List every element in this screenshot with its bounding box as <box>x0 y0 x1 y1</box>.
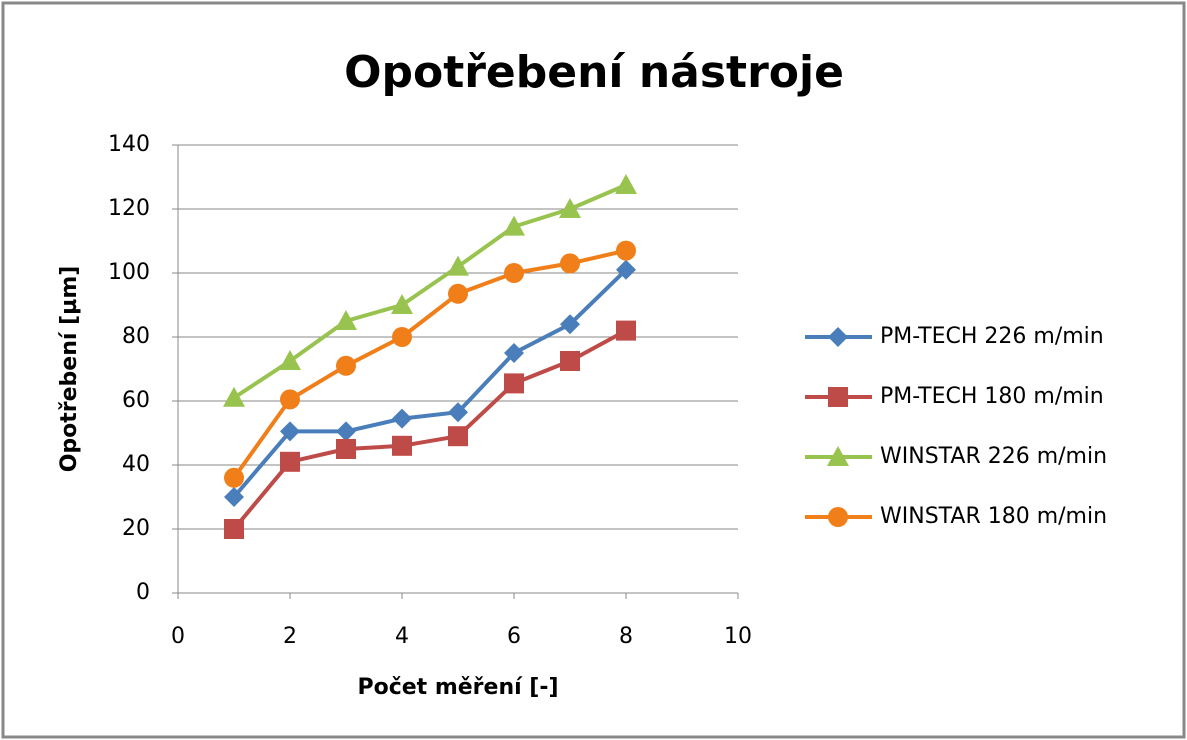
marker <box>335 310 357 330</box>
marker <box>280 451 300 472</box>
chart-title: Opotřebení nástroje <box>344 47 844 98</box>
y-tick-label: 0 <box>136 580 150 605</box>
y-tick-label: 20 <box>122 516 150 541</box>
marker <box>828 507 848 527</box>
x-tick-label: 6 <box>507 624 521 649</box>
marker <box>279 350 301 370</box>
marker <box>559 198 581 218</box>
marker <box>616 240 636 261</box>
marker <box>391 294 413 314</box>
y-tick-label: 40 <box>122 452 150 477</box>
marker <box>828 387 848 407</box>
x-tick-label: 2 <box>283 624 297 649</box>
marker <box>224 487 244 507</box>
marker <box>503 215 525 236</box>
marker <box>504 373 524 394</box>
marker <box>392 327 412 347</box>
series-line <box>232 183 627 400</box>
x-tick-label: 4 <box>395 624 409 649</box>
marker <box>392 435 412 456</box>
legend-label: WINSTAR 180 m/min <box>880 504 1107 529</box>
x-axis-label: Počet měření [-] <box>357 675 558 700</box>
y-tick-label: 60 <box>122 388 150 413</box>
marker <box>616 320 636 341</box>
y-tick-label: 100 <box>108 260 150 285</box>
marker <box>448 426 468 447</box>
marker <box>336 439 356 459</box>
marker <box>504 263 524 283</box>
x-tick-label: 10 <box>724 624 752 649</box>
marker <box>828 327 848 347</box>
x-tick-label: 0 <box>171 624 185 649</box>
marker <box>447 255 469 276</box>
marker <box>827 446 849 466</box>
marker <box>336 355 356 376</box>
marker <box>448 402 468 423</box>
legend-label: PM-TECH 226 m/min <box>880 324 1104 349</box>
marker <box>448 283 468 304</box>
marker <box>560 314 580 335</box>
y-tick-label: 80 <box>122 324 150 349</box>
x-tick-label: 8 <box>619 624 633 649</box>
marker <box>615 174 637 194</box>
legend-label: PM-TECH 180 m/min <box>880 384 1104 409</box>
marker <box>224 519 244 539</box>
marker <box>336 421 356 442</box>
marker <box>560 351 580 371</box>
marker <box>223 386 245 407</box>
marker <box>224 467 244 488</box>
marker <box>280 389 300 410</box>
y-tick-label: 120 <box>108 196 150 221</box>
y-axis-label: Opotřebení [µm] <box>57 266 82 473</box>
marker <box>280 421 300 442</box>
legend-label: WINSTAR 226 m/min <box>880 444 1107 469</box>
y-tick-label: 140 <box>108 132 150 157</box>
marker <box>616 259 636 280</box>
marker <box>504 343 524 363</box>
marker <box>560 253 580 274</box>
marker <box>392 408 412 429</box>
